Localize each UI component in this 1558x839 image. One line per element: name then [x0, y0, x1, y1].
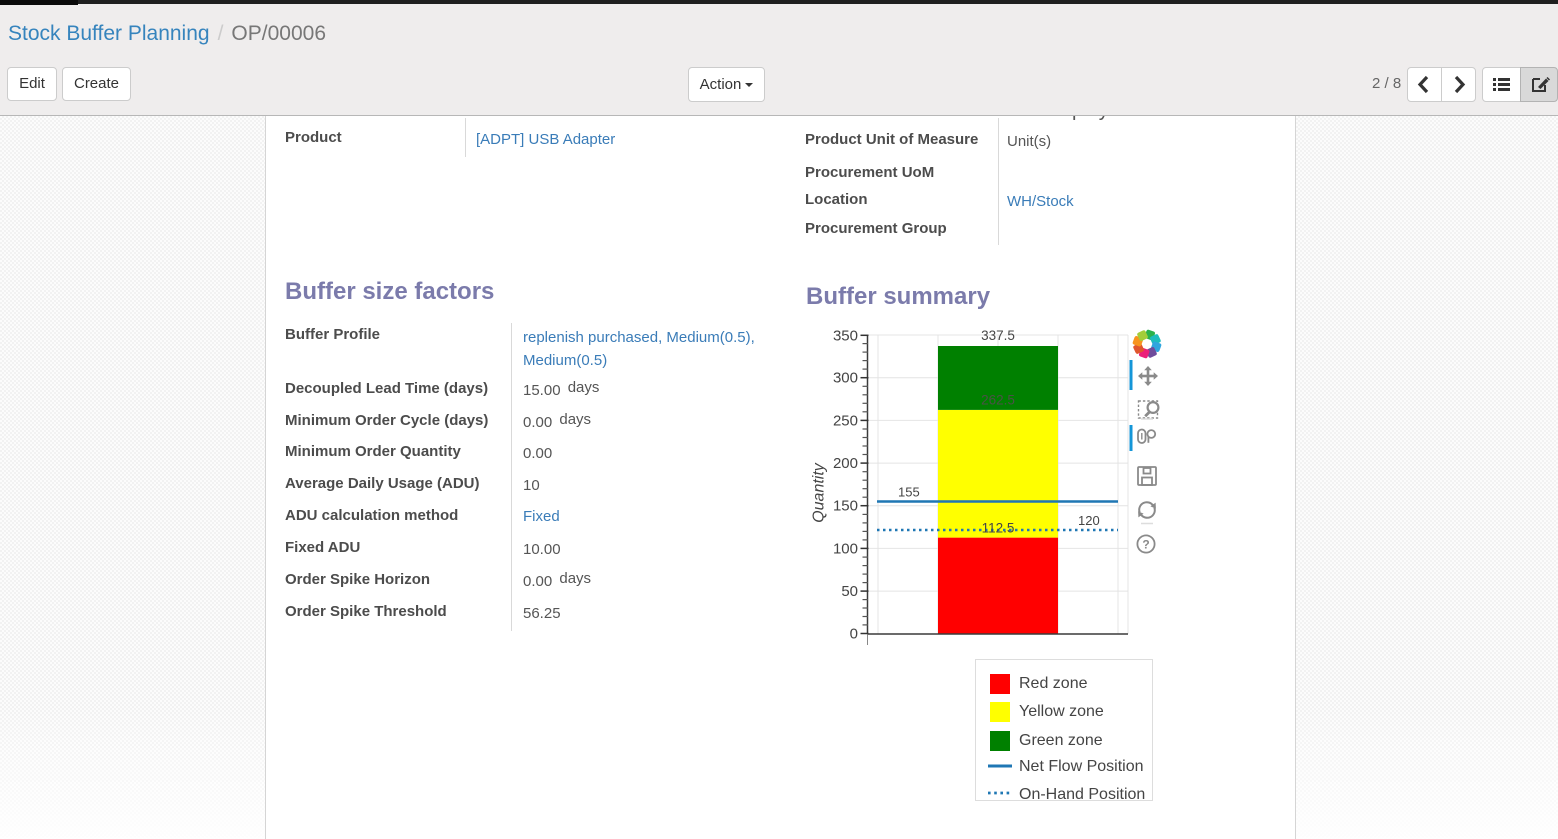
svg-text:300: 300	[833, 370, 858, 387]
svg-text:112.5: 112.5	[982, 521, 1015, 536]
svg-text:262.5: 262.5	[981, 393, 1015, 408]
svg-text:100: 100	[833, 540, 858, 557]
svg-text:250: 250	[833, 412, 858, 429]
svg-text:50: 50	[841, 583, 858, 600]
svg-text:?: ?	[1142, 538, 1149, 552]
svg-text:337.5: 337.5	[981, 328, 1015, 343]
svg-text:120: 120	[1078, 513, 1100, 528]
svg-text:Quantity: Quantity	[811, 462, 828, 523]
svg-text:200: 200	[833, 455, 858, 472]
svg-text:155: 155	[898, 485, 920, 500]
svg-text:350: 350	[833, 327, 858, 344]
svg-text:0: 0	[850, 626, 858, 643]
svg-text:150: 150	[833, 498, 858, 515]
